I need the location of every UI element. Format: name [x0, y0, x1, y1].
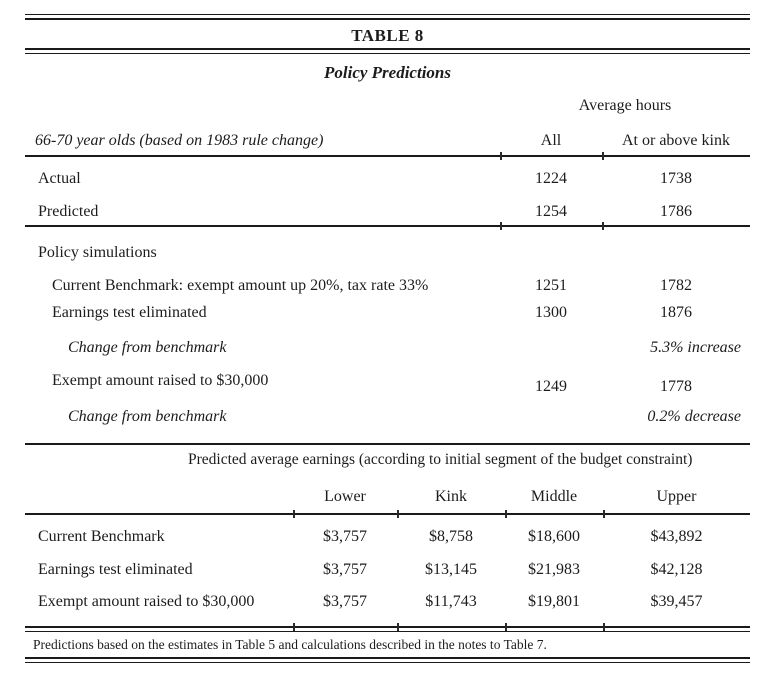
cell-lower: $3,757: [323, 528, 367, 545]
cell-kink: $13,145: [425, 561, 477, 578]
cell-kink: $8,758: [429, 528, 473, 545]
column-tick: [500, 222, 502, 230]
table-subtitle-row: Policy Predictions: [25, 63, 750, 83]
table-row: Earnings test eliminated $3,757 $13,145 …: [25, 560, 750, 580]
cell-middle: $21,983: [528, 561, 580, 578]
column-tick: [505, 623, 507, 631]
row-label: Change from benchmark: [68, 339, 227, 356]
change-value: 5.3% increase: [650, 339, 741, 356]
table-row: Current Benchmark: exempt amount up 20%,…: [25, 276, 750, 296]
row-label: Predicted: [38, 203, 99, 220]
earnings-table-header-row: Lower Kink Middle Upper: [25, 487, 750, 507]
cell-all: 1249: [535, 378, 567, 395]
column-tick: [397, 510, 399, 518]
col-header-all: All: [540, 132, 562, 149]
header-rule: [25, 513, 750, 515]
cell-middle: $18,600: [528, 528, 580, 545]
cell-kink: $11,743: [425, 593, 477, 610]
cell-kink: 1876: [660, 304, 692, 321]
section-rule: [25, 225, 750, 227]
bottom-double-rule: [25, 657, 750, 663]
col-header-upper: Upper: [656, 488, 697, 505]
header-rule: [25, 155, 750, 157]
row-label: Earnings test eliminated: [52, 304, 207, 321]
col-header-middle: Middle: [530, 488, 578, 505]
table-title-row: TABLE 8: [25, 26, 750, 46]
cell-lower: $3,757: [323, 561, 367, 578]
table-subtitle: Policy Predictions: [323, 63, 451, 82]
column-tick: [293, 623, 295, 631]
title-double-rule: [25, 48, 750, 54]
col-header-kink: Kink: [435, 488, 467, 505]
row-label: Actual: [38, 170, 81, 187]
column-tick: [602, 152, 604, 160]
cell-middle: $19,801: [528, 593, 580, 610]
footnote-top-rule: [25, 626, 750, 632]
row-label: Change from benchmark: [68, 408, 227, 425]
table-row: Exempt amount raised to $30,000 1249 177…: [25, 371, 750, 395]
cell-kink: 1738: [660, 170, 692, 187]
change-value: 0.2% decrease: [647, 408, 741, 425]
cell-kink: 1782: [660, 277, 692, 294]
span-header-average-hours: Average hours: [578, 97, 672, 114]
table-row: Exempt amount raised to $30,000 $3,757 $…: [25, 592, 750, 612]
cell-upper: $43,892: [650, 528, 703, 545]
column-tick: [603, 510, 605, 518]
cell-upper: $39,457: [650, 593, 703, 610]
cell-all: 1251: [535, 277, 567, 294]
earnings-table-caption: Predicted average earnings (according to…: [188, 451, 693, 468]
column-tick: [293, 510, 295, 518]
cell-all: 1224: [535, 170, 567, 187]
footnote-text: Predictions based on the estimates in Ta…: [33, 637, 547, 652]
table-title: TABLE 8: [351, 26, 424, 45]
row-label: Current Benchmark: [38, 528, 165, 545]
row-label: Current Benchmark: exempt amount up 20%,…: [52, 277, 429, 294]
col-header-lower: Lower: [324, 488, 366, 505]
row-label: Exempt amount raised to $30,000: [52, 372, 269, 389]
change-row: Change from benchmark 0.2% decrease: [25, 407, 750, 427]
col-header-at-or-above-kink: At or above kink: [622, 132, 730, 149]
column-tick: [397, 623, 399, 631]
column-tick: [505, 510, 507, 518]
row-label: Exempt amount raised to $30,000: [38, 593, 255, 610]
table-divider-rule: [25, 443, 750, 445]
table-row: Actual 1224 1738: [25, 169, 750, 189]
cell-all: 1300: [535, 304, 567, 321]
table-row: Predicted 1254 1786: [25, 202, 750, 222]
table-row: Earnings test eliminated 1300 1876: [25, 303, 750, 323]
cell-kink: 1778: [660, 378, 692, 395]
section-label: Policy simulations: [38, 244, 157, 261]
top-double-rule: [25, 14, 750, 20]
cell-all: 1254: [535, 203, 567, 220]
column-tick: [602, 222, 604, 230]
cell-upper: $42,128: [650, 561, 703, 578]
change-row: Change from benchmark 5.3% increase: [25, 338, 750, 358]
column-tick: [603, 623, 605, 631]
table-row: Current Benchmark $3,757 $8,758 $18,600 …: [25, 527, 750, 547]
column-tick: [500, 152, 502, 160]
stub-header: 66-70 year olds (based on 1983 rule chan…: [35, 132, 324, 149]
row-label: Earnings test eliminated: [38, 561, 193, 578]
hours-table-header-row: 66-70 year olds (based on 1983 rule chan…: [25, 131, 750, 151]
section-header-row: Policy simulations: [25, 243, 750, 263]
cell-lower: $3,757: [323, 593, 367, 610]
cell-kink: 1786: [660, 203, 692, 220]
